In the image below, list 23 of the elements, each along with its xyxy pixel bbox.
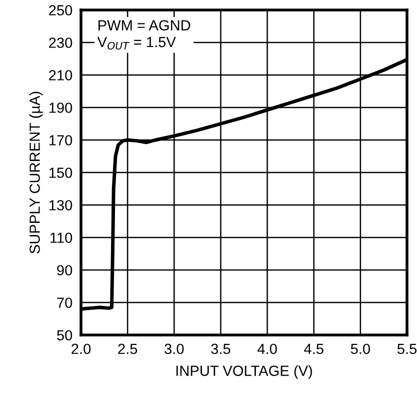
x-tick-label: 2.0 (72, 344, 91, 354)
x-tick-label: 5.0 (350, 344, 370, 354)
y-tick-label: 70 (57, 298, 72, 308)
y-axis-title: SUPPLY CURRENT (µA) (29, 92, 43, 254)
x-tick-label: 5.5 (397, 344, 417, 354)
y-tick-label: 230 (49, 38, 72, 48)
y-tick-label: 150 (49, 168, 72, 178)
x-tick-label: 3.0 (164, 344, 184, 354)
x-tick-label: 4.5 (304, 344, 324, 354)
y-tick-label: 50 (57, 330, 72, 340)
annotation: V$_{OUT}$ = 1.5V (97, 37, 176, 50)
y-tick-label: 210 (49, 70, 72, 80)
y-tick-label: 130 (49, 200, 72, 210)
annotation: PWM = AGND (98, 20, 190, 30)
y-tick-label: 190 (49, 102, 72, 113)
y-tick-label: 90 (57, 265, 72, 276)
x-axis-title: INPUT VOLTAGE (V) (176, 365, 312, 379)
y-tick-label: 110 (50, 232, 72, 243)
x-tick-label: 2.5 (118, 344, 138, 354)
x-tick-label: 4.0 (257, 344, 277, 354)
x-tick-label: 3.5 (211, 344, 230, 354)
y-tick-label: 250 (49, 5, 72, 16)
y-tick-label: 170 (49, 135, 72, 146)
